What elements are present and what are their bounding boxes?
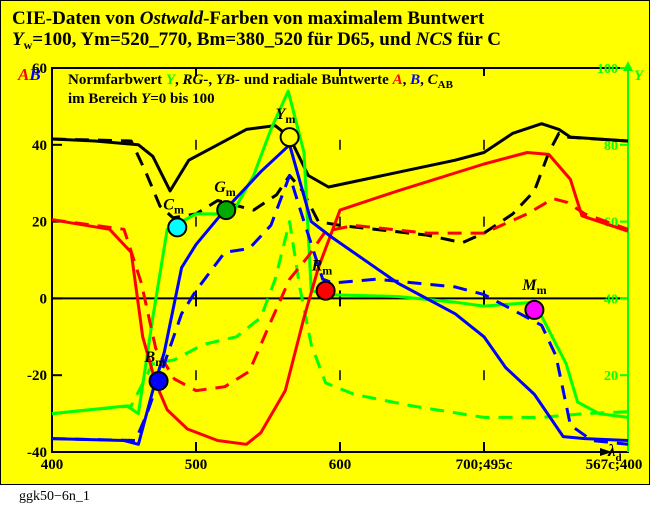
point-ym bbox=[279, 127, 300, 148]
text-span: C bbox=[428, 72, 439, 88]
point-rm bbox=[315, 280, 336, 301]
text-span: C bbox=[163, 196, 174, 213]
point-label: Gm bbox=[214, 179, 236, 199]
y-right-tick-label: 100 bbox=[597, 62, 618, 77]
y-right-tick-label: 20 bbox=[604, 369, 618, 384]
point-bm bbox=[148, 370, 169, 391]
x-axis-label: λd bbox=[607, 441, 622, 464]
text-span: =0 bis 100 bbox=[150, 91, 214, 107]
x-tick-label: 567c;400 bbox=[586, 457, 643, 473]
point-label: Ym bbox=[276, 106, 296, 126]
text-span: , bbox=[403, 72, 411, 88]
point-mm bbox=[524, 299, 545, 320]
series-line-4 bbox=[51, 220, 629, 419]
figure-code: ggk50−6n_1 bbox=[19, 489, 90, 504]
y-left-tick-label: 20 bbox=[32, 215, 47, 231]
y-left-tick-label: 60 bbox=[32, 61, 47, 77]
text-span: NCS bbox=[415, 29, 453, 50]
x-tick-label: 700;495c bbox=[456, 457, 513, 473]
text-span: A bbox=[17, 65, 29, 84]
x-axis-arrow bbox=[600, 448, 612, 456]
point-label: Rm bbox=[311, 258, 333, 278]
text-span: CIE-Daten von bbox=[12, 8, 140, 29]
right-axis-label: Y bbox=[634, 68, 645, 84]
text-span: m bbox=[322, 264, 332, 278]
y-right-tick-label: 40 bbox=[604, 292, 618, 307]
series-line-5 bbox=[51, 151, 629, 446]
text-span: Ostwald bbox=[140, 8, 204, 29]
text-span: Y bbox=[141, 91, 152, 107]
text-span: m bbox=[537, 283, 547, 297]
text-span: , bbox=[420, 72, 428, 88]
text-span: AB bbox=[438, 79, 454, 91]
y-left-tick-label: 40 bbox=[32, 138, 47, 154]
chart-figure: CIE-Daten von Ostwald-Farben von maximal… bbox=[0, 0, 650, 485]
text-span: m bbox=[174, 202, 184, 216]
y-left-tick-label: 0 bbox=[40, 291, 48, 307]
y-left-tick-label: -40 bbox=[27, 445, 47, 461]
text-span: -Farben von maximalem Buntwert bbox=[203, 8, 485, 29]
text-span: B bbox=[28, 65, 40, 84]
text-span: d bbox=[616, 452, 622, 464]
text-span: RG- bbox=[182, 72, 209, 88]
x-tick-label: 500 bbox=[185, 457, 208, 473]
point-gm bbox=[216, 200, 237, 221]
text-span: A bbox=[392, 72, 403, 88]
point-label: Bm bbox=[144, 349, 166, 369]
point-label: Mm bbox=[521, 277, 546, 297]
text-span: m bbox=[155, 355, 165, 369]
legend-line2: im Bereich Y=0 bis 100 bbox=[68, 91, 215, 107]
text-span: Y bbox=[276, 106, 287, 123]
y-right-tick-label: 80 bbox=[604, 139, 618, 154]
text-span: =100, Ym=520_770, Bm=380_520 für D65, un… bbox=[32, 29, 415, 50]
point-label: Cm bbox=[163, 196, 184, 216]
text-span: für C bbox=[453, 29, 501, 50]
text-span: , bbox=[208, 72, 216, 88]
legend-line1: Normfarbwert Y, RG-, YB- und radiale Bun… bbox=[68, 72, 454, 91]
text-span: B bbox=[409, 72, 420, 88]
text-span: B bbox=[144, 349, 156, 366]
series-line-3 bbox=[51, 89, 629, 419]
x-tick-label: 600 bbox=[329, 457, 352, 473]
text-span: M bbox=[521, 277, 537, 294]
text-span: und radiale Buntwerte bbox=[240, 72, 393, 88]
series-line-8 bbox=[51, 174, 629, 446]
text-span: w bbox=[24, 38, 33, 52]
text-span: YB- bbox=[216, 72, 240, 88]
text-span: G bbox=[214, 179, 226, 196]
text-span: m bbox=[285, 112, 295, 126]
chart-title-line2: Yw=100, Ym=520_770, Bm=380_520 für D65, … bbox=[12, 29, 501, 52]
text-span: λ bbox=[607, 441, 616, 460]
left-axis-label: AB bbox=[17, 65, 41, 84]
text-span: Y bbox=[166, 72, 177, 88]
text-span: , bbox=[175, 72, 183, 88]
point-cm bbox=[167, 217, 188, 238]
x-tick-label: 400 bbox=[41, 457, 64, 473]
chart-title-line1: CIE-Daten von Ostwald-Farben von maximal… bbox=[12, 8, 485, 29]
text-span: Y bbox=[12, 29, 26, 50]
text-span: Normfarbwert bbox=[68, 72, 166, 88]
text-span: m bbox=[226, 185, 236, 199]
y-left-tick-label: -20 bbox=[27, 368, 47, 384]
text-span: R bbox=[311, 258, 323, 275]
text-span: im Bereich bbox=[68, 91, 141, 107]
